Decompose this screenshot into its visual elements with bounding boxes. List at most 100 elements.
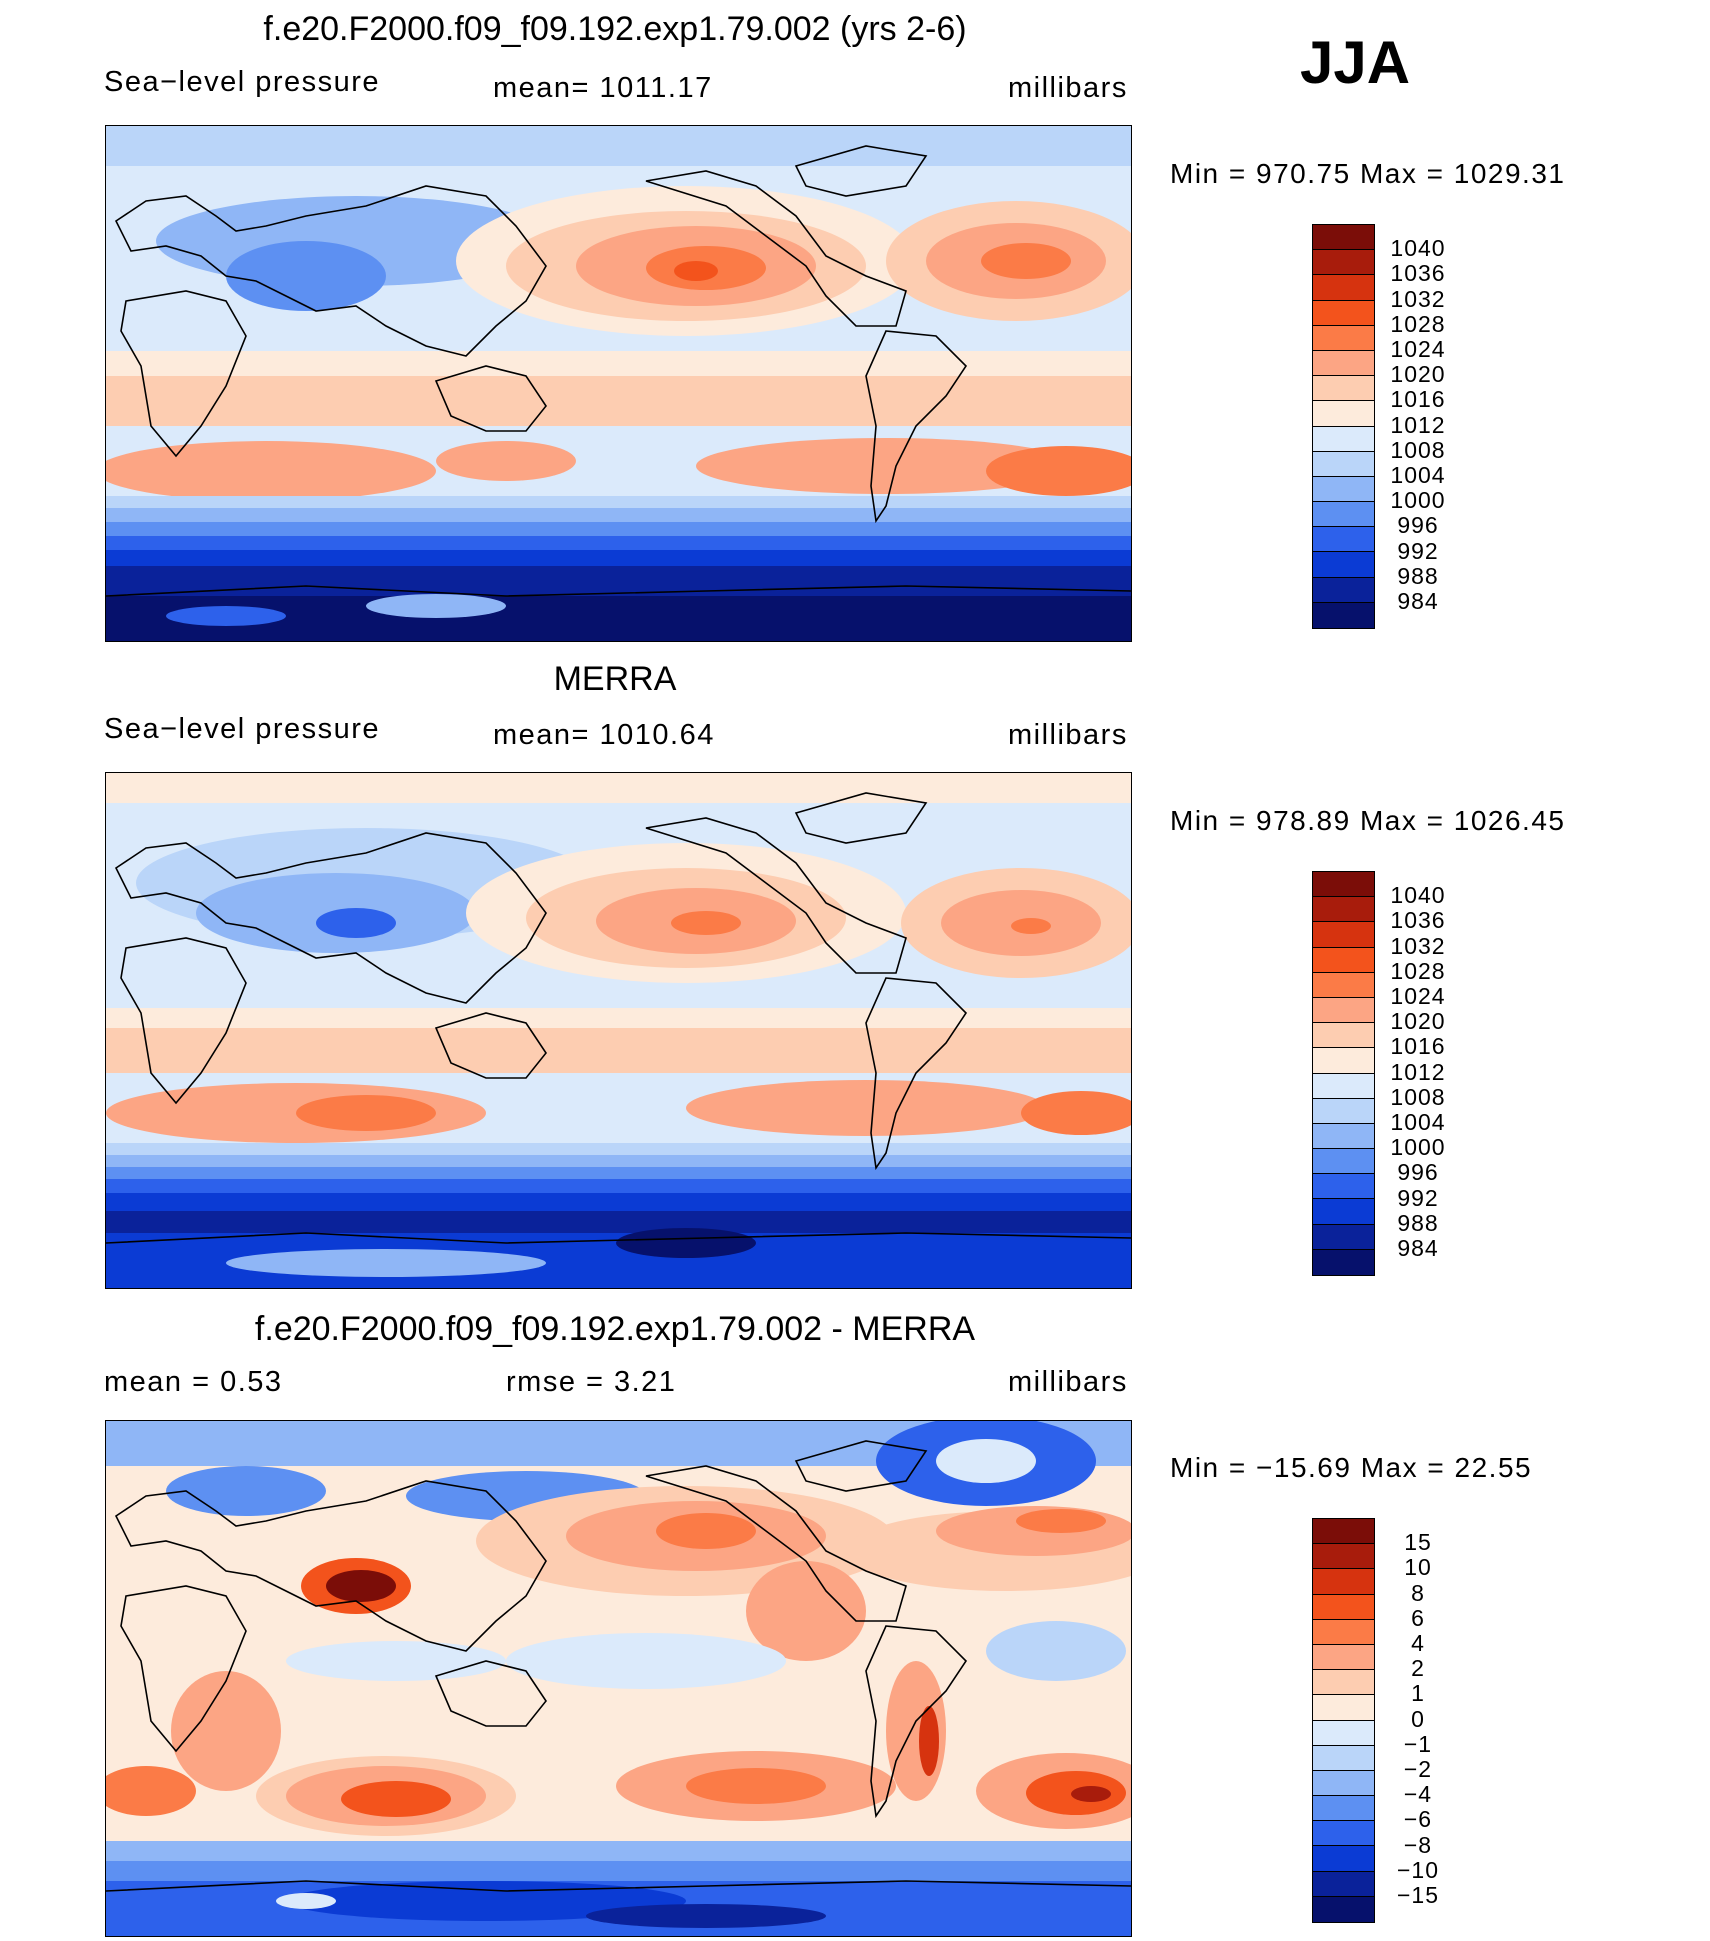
- colorbar-box: [1313, 1720, 1374, 1746]
- colorbar-box: [1313, 1048, 1374, 1074]
- colorbar-label: 1028: [1390, 310, 1446, 337]
- colorbar-box: [1313, 1023, 1374, 1049]
- colorbar-box: [1313, 1123, 1374, 1150]
- colorbar-label: 1004: [1390, 462, 1446, 488]
- panel-model-title: f.e20.F2000.f09_f09.192.exp1.79.002 (yrs…: [263, 10, 967, 48]
- colorbar-label: 1008: [1390, 1083, 1446, 1110]
- colorbar-box: [1313, 1073, 1374, 1099]
- colorbar-box: [1313, 1174, 1374, 1200]
- panel-model-colorbar: [1312, 224, 1375, 629]
- colorbar-box: [1313, 1871, 1374, 1897]
- colorbar-box: [1313, 1821, 1374, 1847]
- colorbar-box: [1313, 225, 1374, 251]
- colorbar-box: [1313, 1594, 1374, 1620]
- colorbar-box: [1313, 997, 1374, 1024]
- colorbar-box: [1313, 1846, 1374, 1872]
- colorbar-label: 1012: [1390, 1058, 1446, 1085]
- panel-diff-colorbar: [1312, 1518, 1375, 1923]
- colorbar-box: [1313, 325, 1374, 351]
- panel-model-units-label: millibars: [1008, 72, 1128, 104]
- colorbar-label: 1020: [1390, 1008, 1446, 1035]
- colorbar-box: [1313, 1745, 1374, 1771]
- panel-obs-map: [105, 772, 1132, 1289]
- colorbar-label: 1036: [1390, 260, 1446, 287]
- colorbar-box: [1313, 1544, 1374, 1570]
- panel-diff-minmax: Min = −15.69 Max = 22.55: [1170, 1452, 1533, 1483]
- colorbar-box: [1313, 577, 1374, 603]
- panel-model-mean-label: mean= 1011.17: [493, 72, 713, 104]
- colorbar-box: [1313, 401, 1374, 427]
- colorbar-box: [1313, 451, 1374, 477]
- colorbar-box: [1313, 1249, 1374, 1275]
- colorbar-label: 1028: [1390, 957, 1446, 984]
- colorbar-label: 992: [1397, 537, 1439, 564]
- colorbar-box: [1313, 376, 1374, 402]
- colorbar-label: 992: [1397, 1184, 1439, 1211]
- colorbar-label: 4: [1411, 1630, 1425, 1656]
- colorbar-label: 1: [1411, 1680, 1425, 1707]
- colorbar-box: [1313, 872, 1374, 898]
- panel-model-left-label: Sea−level pressure: [104, 66, 381, 98]
- colorbar-label: 988: [1397, 562, 1439, 589]
- colorbar-label: 1032: [1390, 285, 1446, 312]
- colorbar-box: [1313, 947, 1374, 973]
- colorbar-box: [1313, 502, 1374, 528]
- colorbar-label: 6: [1411, 1604, 1425, 1631]
- colorbar-box: [1313, 1569, 1374, 1595]
- panel-model-map: [105, 125, 1132, 642]
- colorbar-box: [1313, 476, 1374, 503]
- colorbar-label: 1032: [1390, 932, 1446, 959]
- colorbar-box: [1313, 1199, 1374, 1225]
- panel-diff-title: f.e20.F2000.f09_f09.192.exp1.79.002 - ME…: [254, 1310, 976, 1348]
- colorbar-label: 1020: [1390, 361, 1446, 388]
- colorbar-label: 1040: [1390, 235, 1446, 262]
- colorbar-box: [1313, 1098, 1374, 1124]
- colorbar-label: 1000: [1390, 1134, 1446, 1161]
- colorbar-label: 988: [1397, 1209, 1439, 1236]
- colorbar-label: 984: [1397, 588, 1439, 614]
- colorbar-label: 1024: [1390, 983, 1446, 1009]
- colorbar-box: [1313, 602, 1374, 628]
- panel-model-minmax: Min = 970.75 Max = 1029.31: [1170, 158, 1566, 189]
- panel-obs-units-label: millibars: [1008, 719, 1128, 751]
- season-label: JJA: [1300, 29, 1411, 96]
- panel-diff-map: [105, 1420, 1132, 1937]
- colorbar-box: [1313, 1670, 1374, 1696]
- colorbar-label: 8: [1411, 1579, 1425, 1606]
- colorbar-label: 10: [1404, 1554, 1432, 1581]
- colorbar-box: [1313, 250, 1374, 276]
- panel-obs-colorbar: [1312, 871, 1375, 1276]
- colorbar-box: [1313, 1519, 1374, 1545]
- colorbar-label: −1: [1403, 1730, 1433, 1757]
- colorbar-box: [1313, 527, 1374, 553]
- colorbar-label: −15: [1396, 1882, 1439, 1908]
- colorbar-label: 1016: [1390, 386, 1446, 413]
- colorbar-box: [1313, 552, 1374, 578]
- colorbar-box: [1313, 426, 1374, 452]
- colorbar-label: −6: [1403, 1806, 1433, 1833]
- colorbar-label: 984: [1397, 1235, 1439, 1261]
- panel-diff-mean-label: mean = 0.53: [104, 1366, 283, 1398]
- colorbar-label: 0: [1411, 1705, 1425, 1732]
- colorbar-label: 1040: [1390, 882, 1446, 909]
- colorbar-label: −2: [1403, 1756, 1433, 1782]
- colorbar-box: [1313, 972, 1374, 998]
- colorbar-label: 1024: [1390, 336, 1446, 362]
- colorbar-label: −4: [1403, 1781, 1433, 1808]
- colorbar-box: [1313, 1224, 1374, 1250]
- colorbar-box: [1313, 897, 1374, 923]
- colorbar-box: [1313, 1770, 1374, 1797]
- colorbar-box: [1313, 922, 1374, 948]
- colorbar-box: [1313, 1149, 1374, 1175]
- colorbar-label: 1012: [1390, 411, 1446, 438]
- colorbar-label: −10: [1396, 1856, 1439, 1883]
- colorbar-box: [1313, 1695, 1374, 1721]
- panel-diff-rmse-label: rmse = 3.21: [506, 1366, 677, 1398]
- colorbar-box: [1313, 300, 1374, 326]
- colorbar-label: 1016: [1390, 1033, 1446, 1060]
- colorbar-label: 2: [1411, 1655, 1425, 1682]
- colorbar-label: 996: [1397, 1159, 1439, 1186]
- colorbar-label: 15: [1404, 1529, 1432, 1556]
- panel-obs-title: MERRA: [553, 660, 677, 698]
- colorbar-label: −8: [1403, 1831, 1433, 1858]
